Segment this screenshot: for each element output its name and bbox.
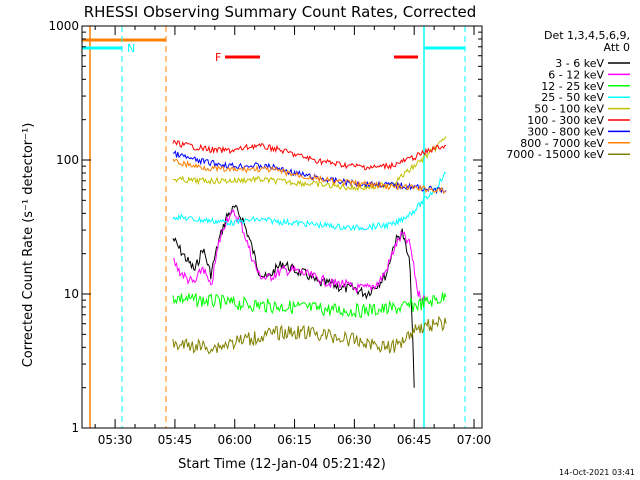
x-tick-label-2: 06:00: [217, 433, 252, 447]
plot-frame: [81, 25, 483, 429]
series-line-2: [172, 292, 447, 318]
night-flag-label: N: [127, 42, 135, 55]
legend-label-3: 25 - 50 keV: [541, 91, 604, 104]
series-line-5: [172, 139, 447, 171]
series-line-8: [172, 315, 447, 355]
x-tick-label-3: 06:15: [277, 433, 312, 447]
legend-label-0: 3 - 6 keV: [555, 57, 604, 70]
y-tick-label-1: 10: [64, 287, 79, 301]
series-line-4: [172, 136, 447, 192]
y-tick-label-3: 1000: [48, 19, 79, 33]
series-line-7: [172, 158, 447, 194]
y-tick-label-0: 1: [71, 421, 79, 435]
observing-overlays: FN: [82, 26, 466, 428]
chart-title: RHESSI Observing Summary Count Rates, Co…: [84, 3, 477, 21]
legend-label-1: 6 - 12 keV: [548, 68, 604, 81]
legend-label-8: 7000 - 15000 keV: [506, 148, 604, 161]
series-layer: [172, 136, 447, 388]
y-axis-label: Corrected Count Rate (s⁻¹ detector⁻¹): [21, 123, 36, 368]
x-tick-label-6: 07:00: [457, 433, 492, 447]
footer-date: 14-Oct-2021 03:41: [559, 468, 635, 477]
legend-label-7: 800 - 7000 keV: [520, 137, 604, 150]
legend-header: Det 1,3,4,5,6,9,: [544, 29, 630, 42]
x-tick-label-5: 06:45: [397, 433, 432, 447]
legend-label-5: 100 - 300 keV: [527, 114, 604, 127]
x-tick-label-0: 05:30: [98, 433, 133, 447]
series-line-1: [172, 209, 427, 304]
x-tick-label-1: 05:45: [158, 433, 193, 447]
x-tick-label-4: 06:30: [337, 433, 372, 447]
y-tick-label-2: 100: [56, 153, 79, 167]
x-axis-label: Start Time (12-Jan-04 05:21:42): [178, 457, 386, 472]
legend-label-4: 50 - 100 keV: [534, 103, 604, 116]
flare-flag-label: F: [215, 51, 221, 64]
axis-ticks: 1 10 100 1000 05:30 05:45 06:00 06:15 06:30 06:45…: [48, 19, 491, 447]
legend-label-2: 12 - 25 keV: [541, 80, 604, 93]
legend-subheader: Att 0: [604, 41, 630, 54]
series-line-3: [172, 171, 447, 232]
legend-label-6: 300 - 800 keV: [527, 125, 604, 138]
